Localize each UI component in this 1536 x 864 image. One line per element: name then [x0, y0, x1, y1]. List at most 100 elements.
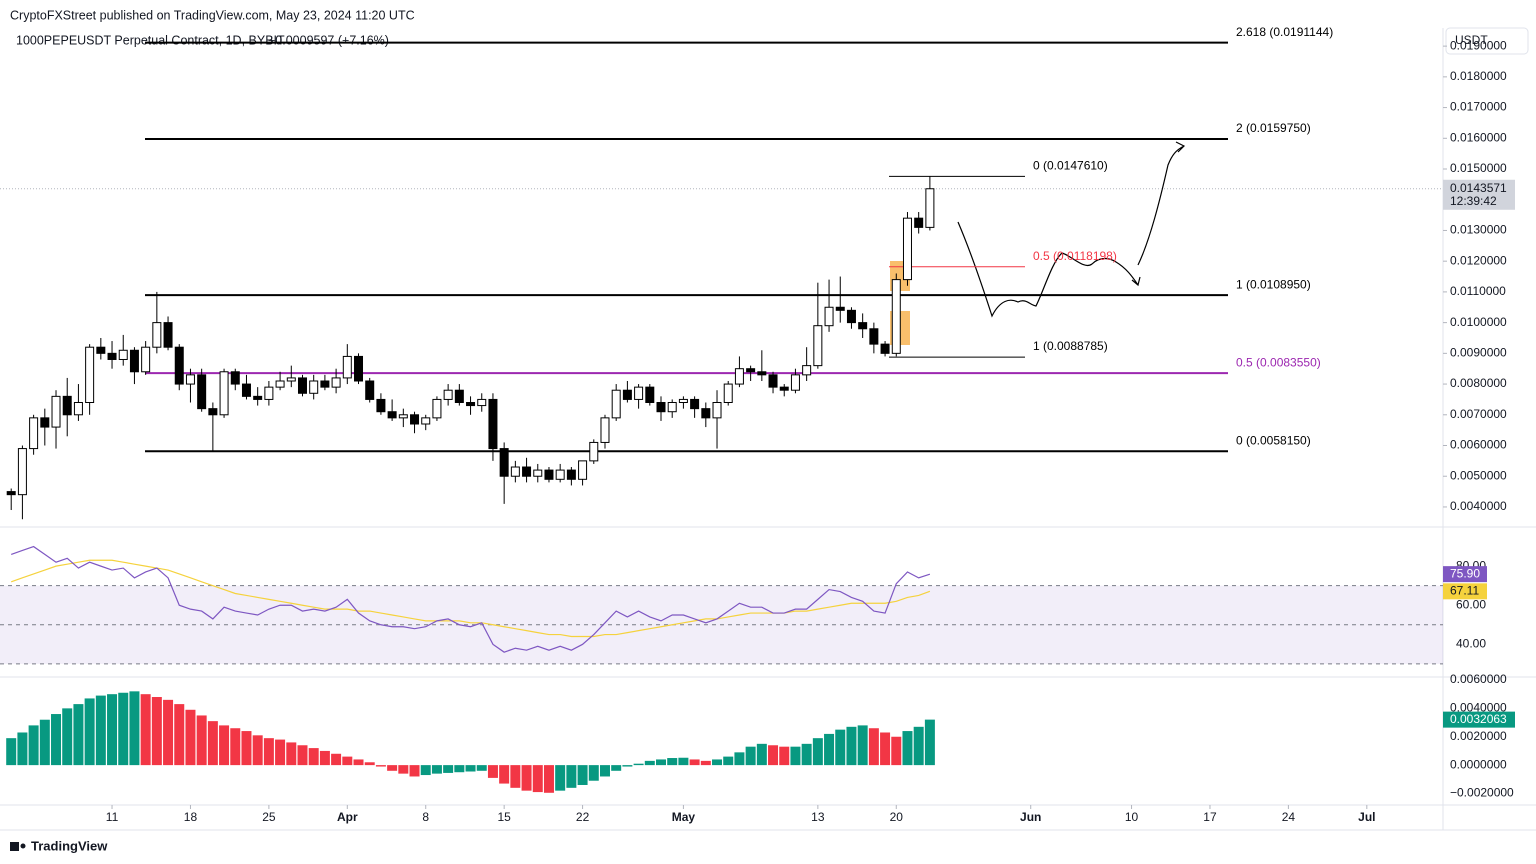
candle-body [40, 417, 50, 428]
macd-bar [140, 694, 151, 766]
candle [813, 282, 823, 369]
candle [566, 467, 576, 486]
candle [488, 393, 498, 461]
candle-body [152, 322, 162, 348]
macd-tick-label: 0.0060000 [1450, 672, 1507, 686]
macd-bar [611, 765, 622, 771]
y-tick-label: 0.0040000 [1450, 499, 1507, 513]
candle-body [634, 386, 644, 400]
y-tick-label: 0.0150000 [1450, 161, 1507, 175]
y-tick-label: 0.0170000 [1450, 100, 1507, 114]
candle-body [387, 411, 397, 419]
candle-body [73, 401, 83, 416]
candle [802, 347, 812, 381]
candle-body [835, 306, 845, 311]
candle-body [398, 414, 408, 419]
candle-body [51, 395, 61, 428]
macd-bar [275, 739, 286, 766]
macd-bar [342, 756, 353, 766]
candle [253, 387, 263, 406]
macd-bar [409, 765, 420, 777]
macd-bar [812, 738, 823, 766]
macd-bar [28, 725, 39, 766]
candle-body [914, 217, 924, 228]
y-tick-label: 0.0180000 [1450, 69, 1507, 83]
macd-bar [846, 726, 857, 766]
macd-bar [868, 728, 879, 766]
candle [510, 460, 520, 483]
candle [824, 279, 834, 332]
candle-body [522, 466, 532, 477]
candle-body [354, 355, 364, 382]
macd-bar [420, 765, 431, 776]
y-tick-label: 0.0190000 [1450, 38, 1507, 52]
candle-body [891, 279, 901, 354]
macd-bar [756, 743, 767, 766]
macd-bar [6, 738, 17, 766]
candle-body [510, 466, 520, 477]
candle [914, 212, 924, 234]
candle [387, 399, 397, 421]
currency-box[interactable] [1445, 27, 1529, 55]
macd-bar [656, 759, 667, 766]
candle [118, 334, 128, 366]
candle-body [264, 386, 274, 400]
candle [40, 408, 50, 446]
rsi-value-box [1443, 583, 1487, 600]
candle [723, 380, 733, 406]
x-tick-label: 20 [890, 810, 904, 824]
y-tick-label: 0.0130000 [1450, 223, 1507, 237]
candle [712, 390, 722, 449]
macd-bar [532, 765, 543, 793]
macd-bar [185, 709, 196, 766]
candle [656, 396, 666, 421]
candle [443, 384, 453, 406]
candle [578, 460, 588, 486]
macd-tick-label: 0.0000000 [1450, 757, 1507, 771]
candle-body [17, 448, 27, 496]
macd-bar [734, 752, 745, 766]
candle [297, 374, 307, 397]
candle-body [757, 371, 767, 376]
x-tick-label: 8 [422, 810, 429, 824]
candle-body [880, 343, 890, 354]
candle [320, 374, 330, 391]
candle-body [846, 309, 856, 324]
candle [757, 350, 767, 381]
candle-body [29, 417, 39, 450]
y-tick-label: 0.0110000 [1450, 284, 1506, 298]
candle [611, 384, 621, 421]
fib-label: 0.5 (0.0083550) [1236, 355, 1321, 369]
macd-bar [902, 731, 913, 766]
candle-body [96, 346, 106, 354]
candle-body [85, 346, 95, 403]
candle-body [219, 371, 229, 416]
candle [376, 393, 386, 415]
y-tick-label: 0.0160000 [1450, 130, 1507, 144]
y-tick-label: 0.0050000 [1450, 468, 1507, 482]
candle-body [656, 401, 666, 413]
candle [522, 457, 532, 483]
candle [96, 337, 106, 360]
candle [6, 488, 16, 511]
candle [208, 402, 218, 452]
candle [107, 341, 117, 369]
candle-body [544, 469, 554, 480]
macd-bar [790, 746, 801, 766]
candle [454, 384, 464, 406]
macd-bar [487, 765, 498, 778]
macd-bar [891, 736, 902, 766]
candle [62, 377, 72, 437]
candle-body [432, 398, 442, 419]
macd-bar [174, 704, 185, 766]
macd-bar [835, 729, 846, 766]
candle-body [902, 217, 912, 281]
macd-tick-label: 0.0020000 [1450, 729, 1507, 743]
candle [219, 368, 229, 418]
candle-body [690, 398, 700, 410]
macd-bar [723, 756, 734, 766]
macd-bar [443, 765, 454, 773]
y-tick-label: 0.0060000 [1450, 438, 1507, 452]
macd-bar [263, 738, 274, 766]
candle [309, 374, 319, 400]
